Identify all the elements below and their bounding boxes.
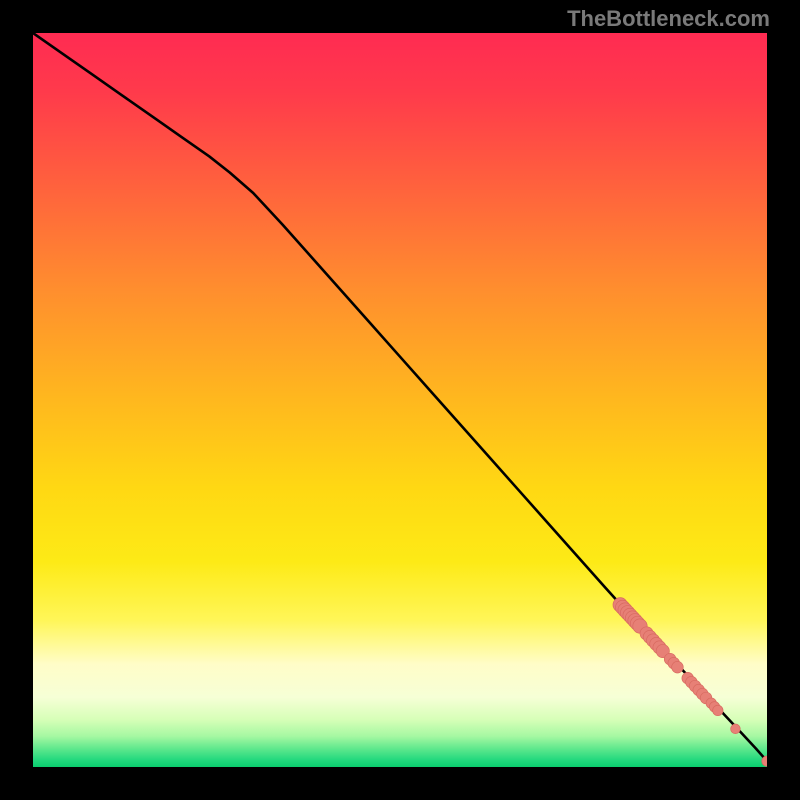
data-marker bbox=[731, 724, 741, 734]
chart-container: TheBottleneck.com bbox=[0, 0, 800, 800]
data-marker bbox=[672, 661, 684, 673]
data-marker bbox=[713, 705, 723, 715]
watermark-text: TheBottleneck.com bbox=[567, 6, 770, 32]
plot-area bbox=[33, 33, 767, 767]
marker-group bbox=[613, 598, 767, 767]
chart-svg bbox=[33, 33, 767, 767]
